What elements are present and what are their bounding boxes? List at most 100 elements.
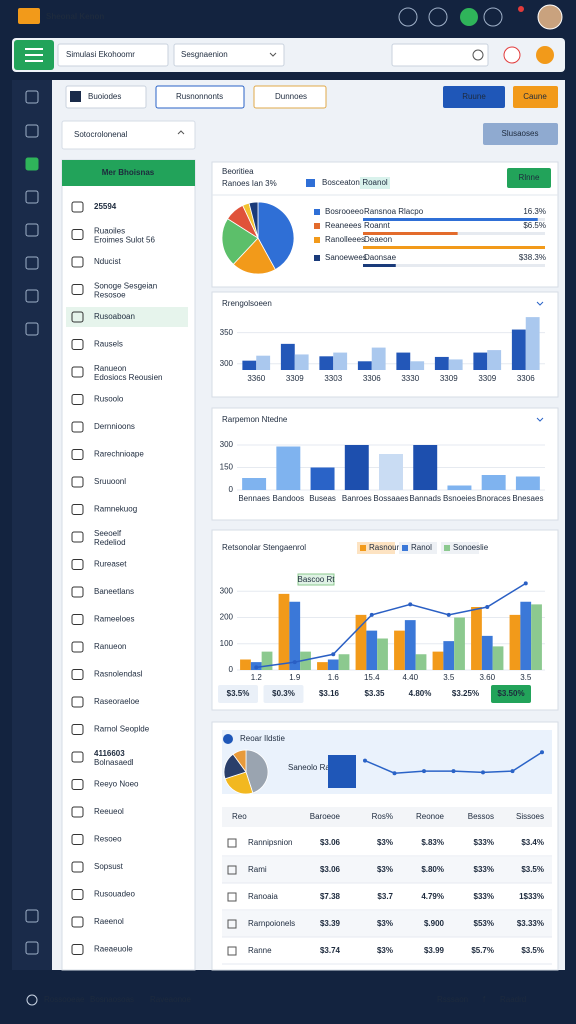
item-label[interactable]: Seeoelf [94, 529, 122, 538]
line-point [485, 605, 490, 609]
legend-label: Rasnoun [369, 543, 401, 552]
bar [432, 651, 444, 670]
filter-2[interactable] [155, 85, 245, 109]
item-label[interactable]: Resoeo [94, 835, 122, 844]
chart-title: Retsonolar Stengaenrol [222, 543, 306, 552]
rail-icon[interactable] [25, 223, 39, 237]
value-chip [491, 685, 531, 703]
item-label[interactable]: Rameeloes [94, 615, 134, 624]
table-cell: $3.06 [320, 865, 341, 874]
item-label[interactable]: Rusoolo [94, 395, 124, 404]
x-tick-label: Banroes [342, 494, 372, 503]
item-label[interactable]: Ramnekuog [94, 505, 137, 514]
x-tick-label: 3330 [401, 374, 419, 383]
table-cell: $3% [377, 946, 393, 955]
rail-icon[interactable] [25, 190, 39, 204]
rail-icon[interactable] [25, 157, 39, 171]
x-tick-label: 3309 [478, 374, 496, 383]
search-box[interactable] [391, 43, 489, 67]
section-button[interactable] [483, 123, 558, 145]
footer-link[interactable]: Rsssaon [437, 995, 468, 1004]
footer-link[interactable]: f [483, 995, 486, 1004]
header-icon[interactable] [398, 7, 418, 27]
header-icon[interactable] [428, 7, 448, 27]
section-select[interactable] [61, 120, 196, 150]
bar [492, 646, 504, 670]
sidebar-highlight[interactable] [66, 307, 188, 327]
item-label[interactable]: Baneetlans [94, 587, 134, 596]
primary-button[interactable] [443, 86, 505, 108]
item-label[interactable]: Dernnioons [94, 422, 135, 431]
secondary-label: Caune [523, 92, 547, 101]
table-cell: Ranoaia [248, 892, 278, 901]
user-icon[interactable] [536, 46, 554, 64]
footer-link[interactable]: Bosnaosoas [90, 995, 134, 1004]
item-label[interactable]: Rusouadeo [94, 890, 135, 899]
x-tick-label: 1.9 [289, 673, 301, 682]
line-series [256, 582, 527, 669]
avatar[interactable] [537, 4, 563, 30]
item-label[interactable]: Sruuoonl [94, 477, 126, 486]
alert-icon[interactable] [503, 46, 521, 64]
item-label[interactable]: Rusoaboan [94, 312, 135, 321]
rail-icon[interactable] [25, 941, 39, 955]
value-chip [263, 685, 304, 703]
bar [443, 641, 455, 670]
rail-icon[interactable] [25, 124, 39, 138]
item-label[interactable]: Reeyo Noeo [94, 780, 139, 789]
item-label[interactable]: Sopsust [94, 862, 124, 871]
x-tick-label: 1.2 [251, 673, 263, 682]
rail-icon[interactable] [25, 909, 39, 923]
filter-1[interactable] [65, 85, 147, 109]
logo [18, 8, 40, 24]
rail-icon[interactable] [25, 289, 39, 303]
item-label[interactable]: Raeaeuole [94, 945, 133, 954]
table-cell: $3% [377, 919, 393, 928]
item-label[interactable]: 25594 [94, 202, 117, 211]
item-label[interactable]: Nducist [94, 257, 121, 266]
bar [487, 350, 502, 370]
item-label[interactable]: Raeenol [94, 917, 124, 926]
bar [379, 454, 403, 490]
item-label[interactable]: Rasnolendasl [94, 670, 143, 679]
item-label[interactable]: Rarechnioape [94, 450, 144, 459]
chart-title: Rrengolsoeen [222, 299, 272, 308]
item-label[interactable]: Raseoraeloe [94, 697, 140, 706]
line-point [446, 612, 451, 617]
bar [276, 446, 301, 490]
filter-3[interactable] [253, 85, 327, 109]
item-label[interactable]: Rausels [94, 340, 123, 349]
panel-title: Beoritiea [222, 167, 254, 176]
rail-icon[interactable] [25, 90, 39, 104]
sidebar-header[interactable] [62, 160, 195, 186]
item-icon [71, 339, 84, 350]
footer-link[interactable]: Raveaonoe [150, 995, 191, 1004]
item-icon [71, 449, 84, 460]
overview-button[interactable] [507, 168, 551, 188]
table-cell: $3.5% [521, 946, 544, 955]
footer-link[interactable]: Rossooeae [44, 995, 85, 1004]
progress-bar [363, 232, 458, 235]
item-label[interactable]: Rureaset [94, 560, 127, 569]
rail-icon[interactable] [25, 322, 39, 336]
table-header-cell: Reo [232, 812, 247, 821]
row-note: Ransnoa Rlacpo [364, 207, 424, 216]
primary-label: Ruune [462, 92, 486, 101]
item-label[interactable]: Ruaoiles [94, 227, 125, 236]
item-label[interactable]: Ranueon [94, 364, 126, 373]
header-icon[interactable] [483, 7, 503, 27]
line-point [540, 750, 544, 755]
item-label[interactable]: Reeueol [94, 807, 124, 816]
secondary-button[interactable] [513, 86, 558, 108]
value-chip-label: $3.25% [452, 689, 479, 698]
item-label[interactable]: 4116603 [94, 749, 125, 758]
item-label[interactable]: Ranueon [94, 642, 126, 651]
row-name: Bosrooeeo [325, 207, 364, 216]
item-label[interactable]: Rarnol Seoplde [94, 725, 150, 734]
item-label[interactable]: Sonoge Sesgeian [94, 282, 157, 291]
footer-link[interactable]: Raadrd [500, 995, 526, 1004]
select-box[interactable] [173, 43, 285, 67]
value-chip [445, 685, 486, 703]
rail-icon[interactable] [25, 256, 39, 270]
status-icon[interactable] [460, 8, 478, 26]
